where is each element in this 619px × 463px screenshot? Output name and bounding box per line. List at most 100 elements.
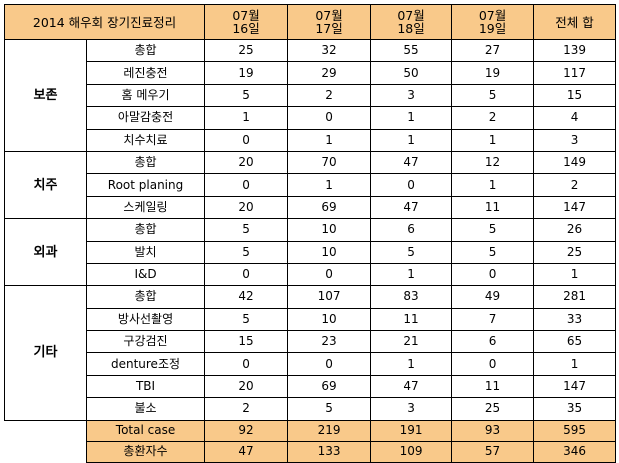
table-row: 방사선촬영 5 10 11 7 33	[5, 307, 617, 332]
value-cell: 5	[204, 240, 289, 264]
value-cell: 0	[451, 352, 535, 376]
value-cell: 11	[451, 374, 535, 399]
group-label: 보존	[4, 39, 87, 152]
value-cell: 2	[204, 397, 289, 421]
value-cell: 1	[451, 173, 535, 197]
value-cell: 25	[451, 397, 535, 421]
table-row: 외과 총합 5 10 6 5 26	[4, 218, 617, 287]
value-cell: 1	[204, 106, 289, 130]
value-cell: 1	[370, 106, 453, 130]
value-cell: 0	[204, 128, 289, 152]
value-cell: 3	[370, 83, 453, 108]
total-row: Total case 92 219 191 93 595	[4, 419, 617, 442]
total-value: 595	[533, 419, 617, 442]
value-cell: 2	[533, 173, 617, 197]
row-label: TBI	[85, 374, 206, 399]
value-cell: 11	[370, 307, 453, 332]
date-month: 07월	[232, 8, 260, 23]
table-row: 치주 총합 20 70 47 12 149	[4, 150, 617, 220]
total-value: 133	[287, 440, 372, 463]
table-row: TBI 20 69 47 11 147	[5, 374, 617, 399]
value-cell: 5	[370, 240, 453, 264]
table-row: 기타 총합 42 107 83 49 281	[4, 285, 617, 421]
total-value: 219	[287, 419, 372, 442]
report-container: 2014 해우회 장기진료정리 07월 16일 07월 17일 07월 18일 …	[3, 4, 617, 463]
total-value: 346	[533, 440, 617, 463]
value-cell: 50	[370, 61, 453, 85]
value-cell: 21	[370, 330, 453, 354]
row-label: 총합	[85, 285, 206, 309]
row-label: 치수치료	[85, 128, 206, 152]
value-cell: 23	[287, 330, 372, 354]
value-cell: 20	[204, 150, 289, 175]
value-cell: 10	[287, 218, 372, 242]
value-cell: 139	[533, 38, 617, 63]
value-cell: 0	[287, 352, 372, 376]
value-cell: 20	[204, 374, 289, 399]
value-cell: 49	[451, 285, 535, 309]
value-cell: 26	[533, 218, 617, 242]
row-label: 총합	[85, 218, 206, 242]
value-cell: 15	[204, 330, 289, 354]
value-cell: 149	[533, 150, 617, 175]
date-header: 07월 19일	[451, 4, 535, 40]
row-label: 레진충전	[85, 61, 206, 85]
value-cell: 10	[287, 240, 372, 264]
value-cell: 11	[451, 195, 535, 220]
value-cell: 55	[370, 38, 453, 63]
table-title: 2014 해우회 장기진료정리	[3, 4, 206, 40]
total-value: 191	[370, 419, 453, 442]
value-cell: 1	[370, 128, 453, 152]
value-cell: 0	[287, 262, 372, 287]
value-cell: 1	[451, 128, 535, 152]
value-cell: 10	[287, 307, 372, 332]
value-cell: 2	[451, 106, 535, 130]
value-cell: 0	[287, 106, 372, 130]
value-cell: 6	[451, 330, 535, 354]
date-day: 19일	[478, 21, 507, 36]
value-cell: 29	[287, 61, 372, 85]
value-cell: 83	[370, 285, 453, 309]
date-day: 16일	[232, 21, 260, 36]
row-label: Root planing	[85, 173, 206, 197]
table-row: 구강검진 15 23 21 6 65	[5, 330, 617, 354]
date-month: 07월	[397, 8, 425, 23]
value-cell: 4	[533, 106, 617, 130]
table-row: 홈 메우기 5 2 3 5 15	[5, 83, 617, 108]
value-cell: 0	[204, 352, 289, 376]
group-label: 외과	[4, 218, 87, 287]
date-month: 07월	[478, 8, 507, 23]
row-label: 구강검진	[85, 330, 206, 354]
value-cell: 0	[451, 262, 535, 287]
blank-cell	[4, 441, 87, 463]
total-value: 57	[451, 440, 535, 463]
value-cell: 47	[370, 150, 453, 175]
table-row: 레진충전 19 29 50 19 117	[5, 61, 617, 85]
value-cell: 1	[370, 352, 453, 376]
row-label: 방사선촬영	[85, 307, 206, 332]
value-cell: 0	[204, 173, 289, 197]
table-row: I&D 0 0 1 0 1	[5, 262, 617, 287]
row-label: I&D	[85, 262, 206, 287]
value-cell: 69	[287, 195, 372, 220]
total-value: 93	[451, 419, 535, 442]
value-cell: 147	[533, 195, 617, 220]
value-cell: 7	[451, 307, 535, 332]
value-cell: 281	[533, 285, 617, 309]
date-day: 18일	[397, 21, 425, 36]
value-cell: 0	[204, 262, 289, 287]
value-cell: 32	[287, 38, 372, 63]
row-label: 총합	[85, 150, 206, 175]
total-label: 총환자수	[85, 440, 206, 463]
value-cell: 6	[370, 218, 453, 242]
value-cell: 5	[204, 83, 289, 108]
row-label: 발치	[85, 240, 206, 264]
value-cell: 5	[451, 240, 535, 264]
treatment-summary-table: 2014 해우회 장기진료정리 07월 16일 07월 17일 07월 18일 …	[3, 4, 617, 463]
total-value: 47	[204, 440, 289, 463]
value-cell: 33	[533, 307, 617, 332]
value-cell: 107	[287, 285, 372, 309]
total-header: 전체 합	[533, 4, 617, 40]
value-cell: 5	[204, 307, 289, 332]
value-cell: 1	[287, 128, 372, 152]
